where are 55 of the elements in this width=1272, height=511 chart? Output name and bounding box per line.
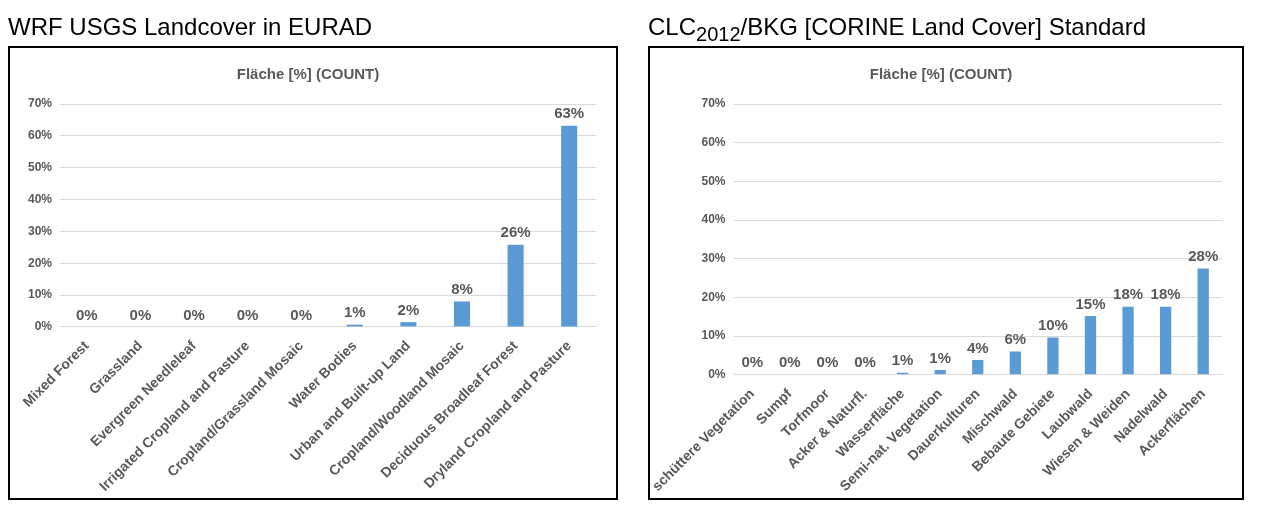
- y-tick-label: 30%: [27, 223, 53, 238]
- bar: [1122, 306, 1134, 375]
- bar: [1160, 306, 1172, 375]
- data-label: 0%: [129, 305, 152, 323]
- data-label: 0%: [854, 353, 876, 371]
- data-label: 26%: [500, 223, 531, 241]
- bar: [400, 322, 417, 327]
- data-label: 1%: [891, 351, 914, 369]
- data-label: 63%: [554, 104, 585, 122]
- data-label: 0%: [816, 353, 839, 371]
- bar: [934, 370, 946, 375]
- y-tick-label: 60%: [27, 128, 53, 143]
- chart-title: CLC$_{2012}$/BKG [CORINE Land Cover] Standard: [648, 12, 1148, 46]
- bar: [561, 125, 578, 327]
- y-tick-label: 0%: [34, 319, 53, 334]
- data-label: 0%: [183, 305, 205, 323]
- y-tick-label: 10%: [27, 287, 53, 302]
- y-tick-label: 70%: [701, 96, 726, 111]
- data-label: 2%: [397, 300, 420, 318]
- data-label: 10%: [1037, 316, 1068, 334]
- data-label: 1%: [343, 303, 366, 321]
- data-label: 0%: [290, 305, 313, 323]
- y-tick-label: 0%: [708, 367, 726, 382]
- chart-subtitle: Fläche [%] (COUNT): [869, 65, 1013, 83]
- bar: [1084, 315, 1097, 375]
- bar: [1009, 351, 1021, 375]
- y-tick-label: 70%: [27, 96, 53, 111]
- y-tick-label: 50%: [27, 160, 53, 174]
- data-label: 8%: [451, 280, 473, 298]
- y-tick-label: 30%: [701, 251, 726, 266]
- data-label: 28%: [1188, 247, 1219, 265]
- bar: [507, 244, 524, 327]
- data-label: 18%: [1150, 285, 1181, 303]
- chart-title: WRF USGS Landcover in EURAD: [8, 12, 374, 42]
- y-tick-label: 40%: [701, 212, 726, 227]
- data-label: 1%: [929, 348, 952, 366]
- bar: [1047, 337, 1059, 375]
- bar: [972, 360, 984, 375]
- chart-subtitle: Fläche [%] (COUNT): [236, 65, 380, 83]
- bar: [1197, 268, 1209, 375]
- bar: [453, 301, 471, 327]
- data-label: 15%: [1075, 294, 1106, 312]
- y-tick-label: 20%: [27, 255, 53, 270]
- data-label: 0%: [779, 353, 801, 371]
- data-label: 6%: [1004, 330, 1027, 348]
- data-label: 18%: [1113, 285, 1144, 303]
- y-tick-label: 60%: [701, 134, 726, 149]
- data-label: 0%: [75, 305, 98, 323]
- y-tick-label: 40%: [27, 191, 53, 206]
- data-label: 4%: [966, 338, 989, 356]
- y-tick-label: 50%: [701, 173, 726, 188]
- y-tick-label: 20%: [701, 289, 726, 304]
- y-tick-label: 10%: [701, 328, 726, 343]
- data-label: 0%: [741, 353, 764, 371]
- data-label: 0%: [236, 305, 259, 323]
